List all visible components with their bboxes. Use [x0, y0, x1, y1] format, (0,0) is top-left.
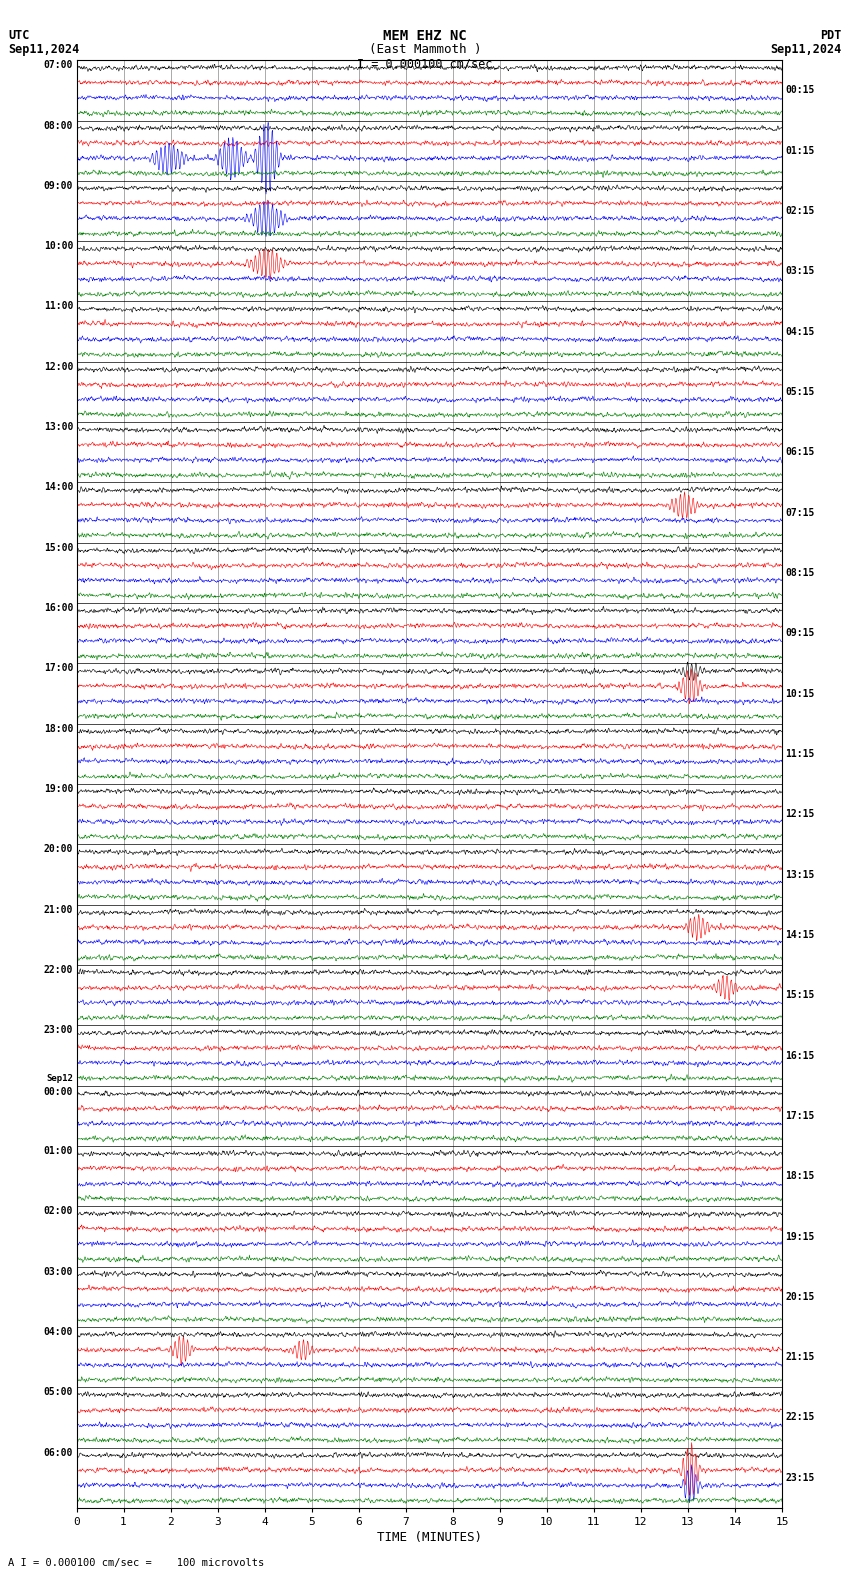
Text: PDT: PDT — [820, 29, 842, 41]
Text: 10:00: 10:00 — [43, 241, 73, 252]
Text: 20:00: 20:00 — [43, 844, 73, 854]
X-axis label: TIME (MINUTES): TIME (MINUTES) — [377, 1532, 482, 1544]
Text: 01:15: 01:15 — [785, 146, 815, 155]
Text: 14:15: 14:15 — [785, 930, 815, 939]
Text: UTC: UTC — [8, 29, 30, 41]
Text: 04:15: 04:15 — [785, 326, 815, 337]
Text: 13:00: 13:00 — [43, 421, 73, 432]
Text: 19:00: 19:00 — [43, 784, 73, 794]
Text: 13:15: 13:15 — [785, 870, 815, 879]
Text: (East Mammoth ): (East Mammoth ) — [369, 43, 481, 55]
Text: 15:00: 15:00 — [43, 543, 73, 553]
Text: 20:15: 20:15 — [785, 1293, 815, 1302]
Text: 01:00: 01:00 — [43, 1147, 73, 1156]
Text: 03:15: 03:15 — [785, 266, 815, 276]
Text: 14:00: 14:00 — [43, 483, 73, 493]
Text: 00:00: 00:00 — [43, 1087, 73, 1098]
Text: 00:15: 00:15 — [785, 86, 815, 95]
Text: 07:15: 07:15 — [785, 507, 815, 518]
Text: 11:00: 11:00 — [43, 301, 73, 312]
Text: 12:00: 12:00 — [43, 361, 73, 372]
Text: 15:15: 15:15 — [785, 990, 815, 1000]
Text: 06:15: 06:15 — [785, 447, 815, 458]
Text: 05:00: 05:00 — [43, 1388, 73, 1397]
Text: 23:15: 23:15 — [785, 1473, 815, 1483]
Text: 08:00: 08:00 — [43, 120, 73, 130]
Text: 16:15: 16:15 — [785, 1050, 815, 1061]
Text: 06:00: 06:00 — [43, 1448, 73, 1457]
Text: Sep12: Sep12 — [46, 1074, 73, 1082]
Text: 21:15: 21:15 — [785, 1353, 815, 1362]
Text: 23:00: 23:00 — [43, 1025, 73, 1036]
Text: 17:00: 17:00 — [43, 664, 73, 673]
Text: 08:15: 08:15 — [785, 569, 815, 578]
Text: MEM EHZ NC: MEM EHZ NC — [383, 29, 467, 43]
Text: 11:15: 11:15 — [785, 749, 815, 759]
Text: 05:15: 05:15 — [785, 386, 815, 398]
Text: 07:00: 07:00 — [43, 60, 73, 70]
Text: 09:15: 09:15 — [785, 629, 815, 638]
Text: A I = 0.000100 cm/sec =    100 microvolts: A I = 0.000100 cm/sec = 100 microvolts — [8, 1559, 264, 1568]
Text: 02:15: 02:15 — [785, 206, 815, 215]
Text: 12:15: 12:15 — [785, 809, 815, 819]
Text: 10:15: 10:15 — [785, 689, 815, 699]
Text: 18:00: 18:00 — [43, 724, 73, 733]
Text: Sep11,2024: Sep11,2024 — [8, 43, 80, 55]
Text: 22:15: 22:15 — [785, 1413, 815, 1422]
Text: 04:00: 04:00 — [43, 1327, 73, 1337]
Text: 19:15: 19:15 — [785, 1231, 815, 1242]
Text: 22:00: 22:00 — [43, 965, 73, 976]
Text: 18:15: 18:15 — [785, 1171, 815, 1182]
Text: 03:00: 03:00 — [43, 1267, 73, 1277]
Text: Sep11,2024: Sep11,2024 — [770, 43, 842, 55]
Text: 09:00: 09:00 — [43, 181, 73, 190]
Text: 17:15: 17:15 — [785, 1110, 815, 1121]
Text: 21:00: 21:00 — [43, 904, 73, 914]
Text: 16:00: 16:00 — [43, 604, 73, 613]
Text: 02:00: 02:00 — [43, 1207, 73, 1217]
Text: I = 0.000100 cm/sec: I = 0.000100 cm/sec — [357, 57, 493, 70]
